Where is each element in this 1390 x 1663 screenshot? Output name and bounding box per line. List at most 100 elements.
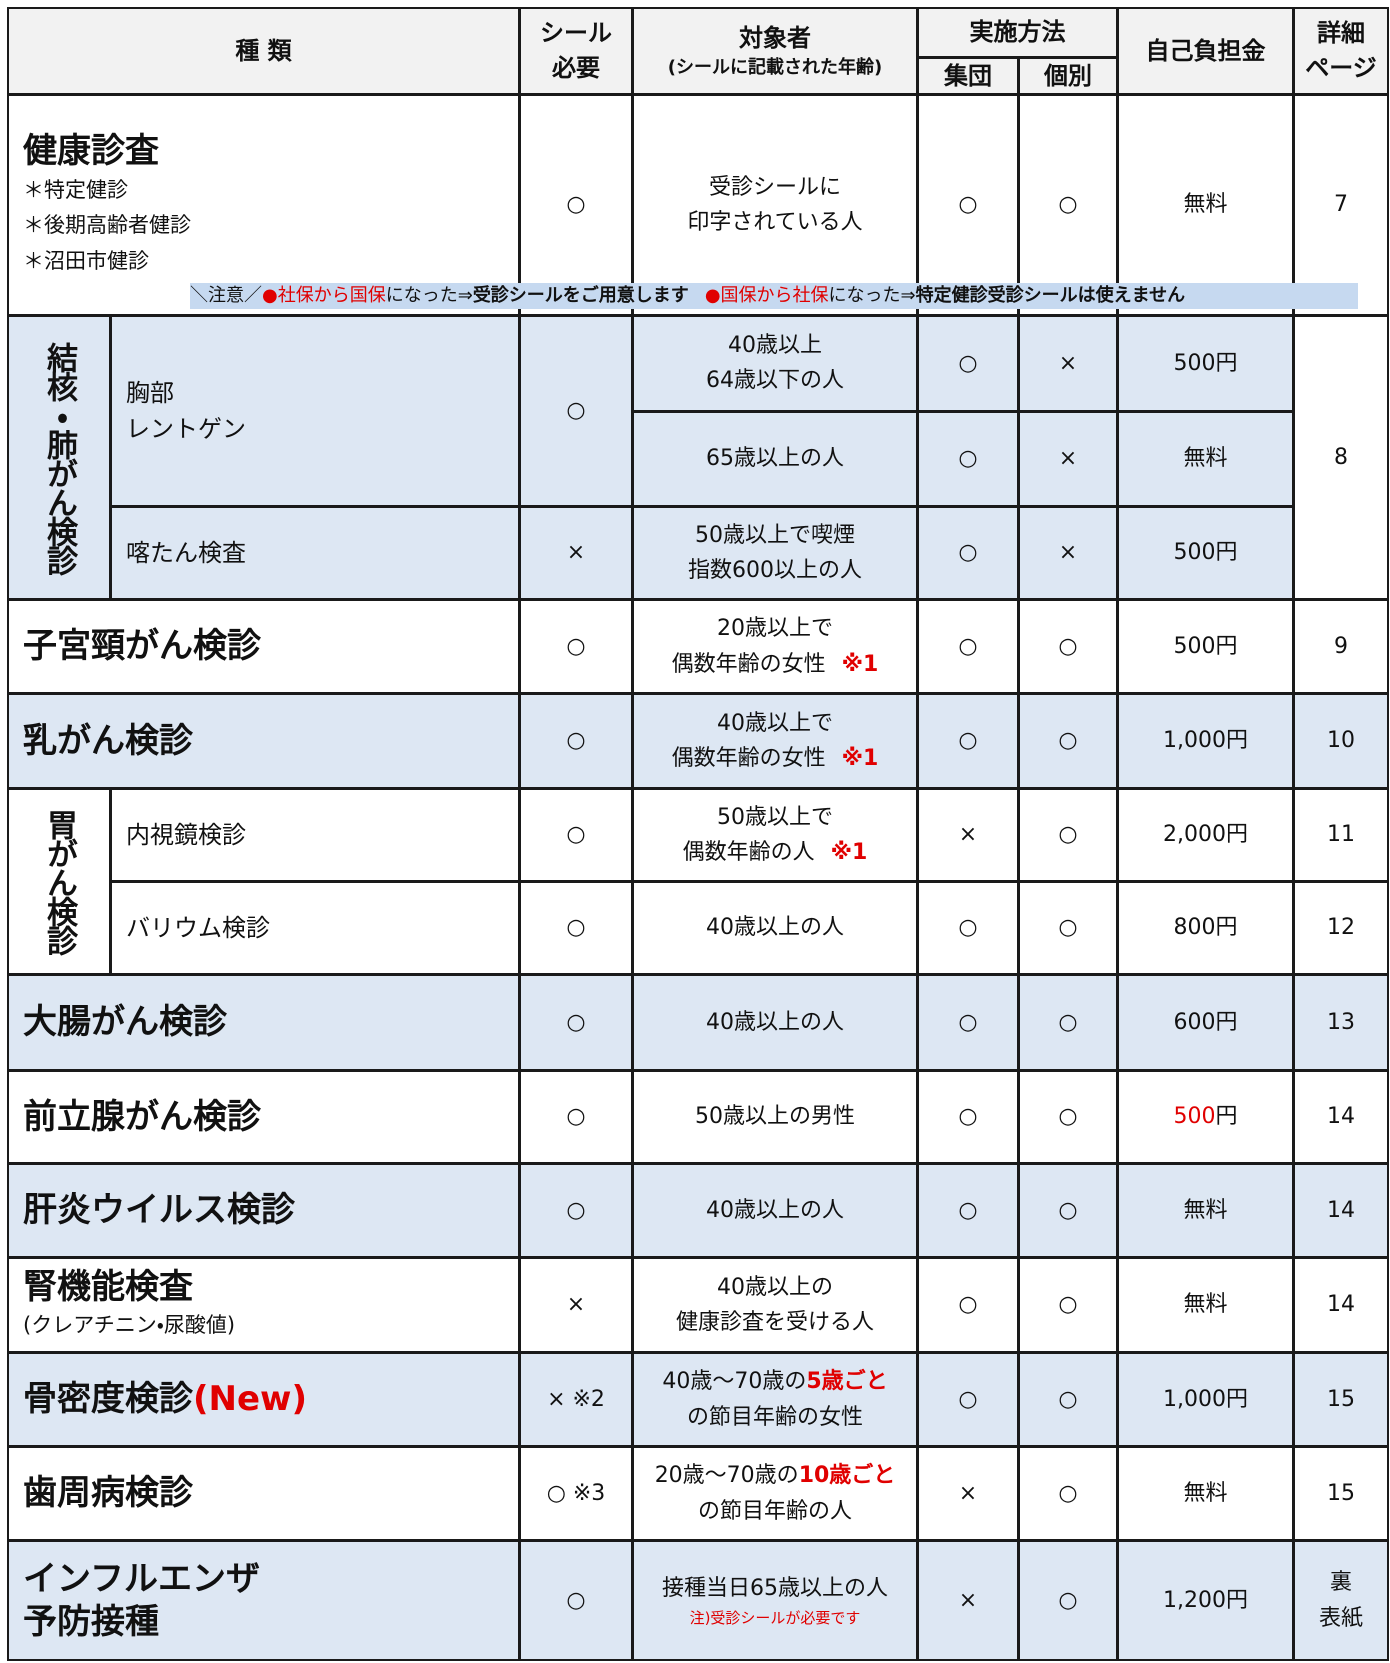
text: ○ [1058,822,1078,848]
seal-cell: ○ [519,1070,633,1164]
name-cell: 腎機能検査 (クレアチニン・尿酸値) [7,1257,520,1353]
text-line: 偶数年齢の女性 ※1 [672,647,879,682]
text: 注)受診シールが必要です [689,1609,861,1628]
text-line: 14 [1327,1099,1355,1134]
text-block: 個別 [1044,59,1092,94]
text: 肝炎ウイルス検診 [23,1190,295,1231]
text: × [958,1587,978,1613]
cost-cell: 1,200円 [1117,1540,1294,1661]
text: 指数600以上の人 [688,558,862,583]
text-line: 詳細 [1305,16,1377,51]
text-line: バリウム検診 [126,910,270,946]
text-block: ○ [1058,1476,1077,1511]
text-block: 無料 [1183,1476,1227,1511]
text-line: 40歳～70歳の5歳ごと [662,1364,887,1399]
page-cell: 裏表紙 [1293,1540,1389,1661]
text: 13 [1327,1009,1355,1035]
group-name-cell: 胃がん検診 [7,788,111,975]
text-line: ○ [1058,723,1077,758]
text-line: 15 [1327,1476,1355,1511]
text: ○ [1058,192,1078,218]
name-cell: 子宮頸がん検診 [7,599,520,694]
text: 表紙 [1318,1605,1363,1631]
text: × [958,822,978,848]
text: の節目年齢の女性 [686,1404,863,1430]
text-line: 胃がん検診 [41,809,77,954]
text-line: 偶数年齢の人 ※1 [683,835,868,870]
text: 40歳～70歳の [662,1369,807,1395]
text: 無料 [1183,192,1228,218]
text-block: × [959,817,977,852]
text-line: 予防接種 [23,1601,260,1644]
text-line: 骨密度検診(New) [23,1378,307,1421]
text: 受診シールに [708,174,841,200]
text-block: 600円 [1174,1005,1238,1040]
seal-cell: ○ [519,1163,633,1258]
text: 15 [1327,1386,1355,1412]
text-line: 2,000円 [1163,817,1248,852]
text: ○ [1058,633,1078,659]
target-cell: 40歳以上の 健康診査を受ける人 [632,1257,918,1353]
text: ○ [566,1104,586,1130]
text: ○ [958,1197,978,1223]
text-block: × [1059,535,1077,570]
text: ○ [566,398,586,424]
individual-cell: × [1018,506,1118,600]
text: ○ [566,1197,586,1223]
text-block: (クレアチニン・尿酸値) [23,1308,235,1344]
text: 喀たん検査 [126,539,246,567]
text-line: 500円 [1174,629,1238,664]
text-block: 500円 [1174,346,1238,381]
text-block: 11 [1327,817,1355,852]
text: 無料 [1183,1480,1228,1506]
text: 無料 [1183,1292,1228,1318]
text-line: ＊後期高齢者健診 [23,208,191,244]
text: ○ [958,1104,978,1130]
text: 偶数年齢の人 [682,840,815,865]
text: 偶数年齢の女性 [671,746,826,771]
text: 健康診査 [23,131,159,171]
cost-cell: 2,000円 [1117,788,1294,882]
text: の節目年齢の人 [697,1498,852,1524]
text-block: ○ [1058,910,1077,945]
text: 乳がん検診 [23,720,193,761]
text: 500円 [1173,350,1238,376]
group-cell: ○ [917,599,1019,694]
text: 14 [1327,1104,1355,1130]
text: × [1058,540,1078,566]
text-block: 12 [1327,910,1355,945]
text: ○ [958,446,978,472]
individual-cell: ○ [1018,1070,1118,1164]
name-cell: インフルエンザ 予防接種 [7,1540,520,1661]
text-line: ○ [1058,629,1077,664]
text: 600円 [1173,1009,1238,1035]
text-line: 表紙 [1319,1601,1363,1636]
text-block: 種 類 [235,34,291,69]
text-line: 8 [1334,440,1348,475]
text-block: ○ [1058,817,1077,852]
text-line: 1,000円 [1163,1382,1248,1417]
text: 無料 [1183,446,1228,472]
text-line: 14 [1327,1287,1355,1322]
text-line: 大腸がん検診 [23,1001,227,1044]
text-block: ○ [566,1583,585,1618]
text-block: 喀たん検査 [126,535,246,571]
text-block: ○ [566,1099,585,1134]
text-line: 12 [1327,910,1355,945]
text: ＊後期高齢者健診 [23,213,191,238]
text: になった⇒ [828,285,916,306]
text: 胸部 [126,379,174,407]
text: 8 [1334,444,1348,470]
text-line: ○ [1058,1382,1077,1417]
text-block: 50歳以上の男性 [695,1099,855,1134]
text-line: × [567,535,585,570]
text: 骨密度検診 [23,1379,193,1420]
text: 必要 [552,54,600,82]
text: (New) [193,1379,308,1420]
text-line: ＊沼田市健診 [23,244,191,280]
text-line: ○ [958,1193,977,1228]
text-line: 無料 [1183,441,1227,476]
text: ＊特定健診 [23,177,128,202]
text: 15 [1327,1480,1355,1506]
text-line: 15 [1327,1382,1355,1417]
